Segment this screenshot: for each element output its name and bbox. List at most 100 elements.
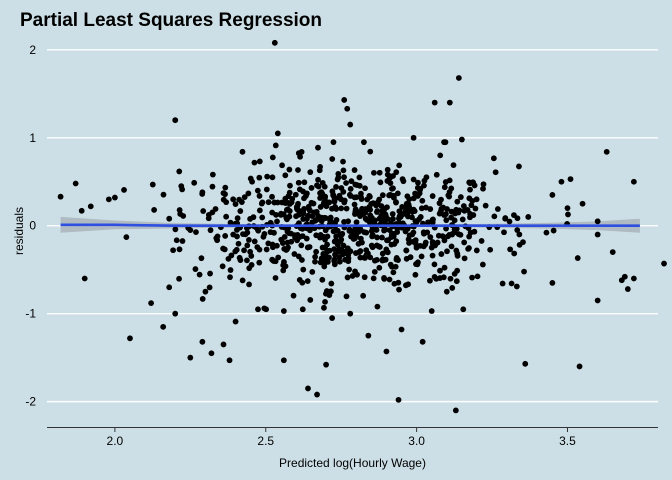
data-point bbox=[383, 348, 390, 355]
data-point bbox=[395, 396, 402, 403]
data-point bbox=[362, 215, 369, 222]
data-point bbox=[199, 191, 206, 197]
data-point bbox=[471, 182, 478, 189]
data-point bbox=[328, 280, 335, 287]
data-point bbox=[322, 193, 329, 200]
data-point bbox=[176, 246, 183, 253]
data-point bbox=[306, 244, 313, 250]
data-point bbox=[342, 256, 349, 263]
data-point bbox=[226, 357, 233, 364]
data-point bbox=[412, 240, 419, 246]
data-point bbox=[386, 227, 393, 234]
data-point bbox=[379, 256, 386, 263]
data-point bbox=[404, 193, 411, 200]
data-point bbox=[237, 208, 244, 214]
data-point bbox=[344, 105, 351, 112]
data-point bbox=[121, 187, 127, 193]
data-point bbox=[419, 197, 426, 204]
data-point bbox=[494, 206, 501, 212]
data-point bbox=[442, 179, 449, 185]
data-point bbox=[429, 252, 436, 259]
data-point bbox=[172, 310, 179, 317]
data-point bbox=[254, 187, 261, 194]
data-point bbox=[341, 174, 347, 181]
data-point bbox=[299, 306, 306, 313]
data-point bbox=[263, 186, 270, 193]
data-point bbox=[344, 274, 351, 281]
data-point bbox=[343, 205, 350, 212]
data-point bbox=[466, 179, 473, 186]
data-point bbox=[439, 233, 446, 240]
data-point bbox=[437, 267, 443, 274]
data-point bbox=[594, 231, 601, 238]
data-point bbox=[391, 230, 397, 237]
data-point bbox=[371, 169, 377, 176]
x-tick-label: 3.5 bbox=[559, 434, 576, 448]
data-point bbox=[356, 182, 363, 189]
data-point bbox=[333, 233, 340, 240]
data-point bbox=[393, 169, 400, 176]
data-point bbox=[393, 199, 399, 206]
data-point bbox=[246, 281, 252, 288]
data-point bbox=[105, 196, 112, 203]
data-point bbox=[430, 216, 436, 223]
data-point bbox=[303, 235, 310, 242]
data-point bbox=[244, 242, 251, 249]
data-point bbox=[448, 243, 455, 250]
data-point bbox=[398, 326, 405, 333]
data-point bbox=[269, 209, 276, 216]
data-point bbox=[417, 214, 424, 220]
data-point bbox=[353, 219, 360, 226]
data-point bbox=[429, 193, 436, 199]
data-point bbox=[624, 286, 631, 292]
data-point bbox=[307, 227, 313, 234]
data-point bbox=[362, 255, 368, 261]
data-point bbox=[429, 240, 436, 247]
data-point bbox=[374, 256, 380, 263]
data-point bbox=[374, 303, 381, 310]
data-point bbox=[280, 267, 287, 274]
data-point bbox=[391, 241, 398, 247]
data-point bbox=[346, 191, 353, 198]
data-point bbox=[358, 190, 364, 197]
data-point bbox=[307, 169, 314, 176]
data-point bbox=[348, 233, 354, 240]
data-point bbox=[256, 246, 263, 253]
data-point bbox=[256, 193, 263, 199]
data-point bbox=[373, 227, 380, 233]
data-point bbox=[295, 200, 301, 207]
data-point bbox=[278, 236, 285, 243]
data-point bbox=[473, 196, 480, 203]
data-point bbox=[282, 195, 289, 202]
data-point bbox=[403, 247, 410, 254]
data-point bbox=[246, 265, 253, 272]
data-point bbox=[220, 196, 227, 203]
data-point bbox=[209, 209, 216, 216]
data-point bbox=[256, 174, 263, 181]
data-point bbox=[219, 263, 226, 270]
data-point bbox=[516, 241, 523, 248]
data-point bbox=[410, 134, 417, 141]
data-point bbox=[179, 186, 186, 193]
data-point bbox=[313, 217, 320, 223]
data-point bbox=[438, 207, 444, 214]
data-point bbox=[251, 159, 258, 166]
data-point bbox=[87, 203, 94, 210]
data-point bbox=[368, 242, 375, 249]
data-point bbox=[412, 218, 419, 225]
data-point bbox=[332, 251, 338, 258]
data-point bbox=[393, 256, 400, 263]
data-point bbox=[377, 179, 384, 186]
data-point bbox=[331, 246, 338, 253]
data-point bbox=[368, 217, 375, 224]
data-point bbox=[454, 198, 461, 205]
data-point bbox=[457, 231, 464, 238]
data-point bbox=[437, 152, 444, 159]
data-point bbox=[241, 247, 247, 254]
data-point bbox=[337, 238, 344, 244]
data-point bbox=[460, 306, 467, 313]
data-point bbox=[343, 180, 349, 186]
data-point bbox=[482, 202, 489, 209]
data-point bbox=[288, 238, 295, 245]
data-point bbox=[506, 218, 513, 225]
